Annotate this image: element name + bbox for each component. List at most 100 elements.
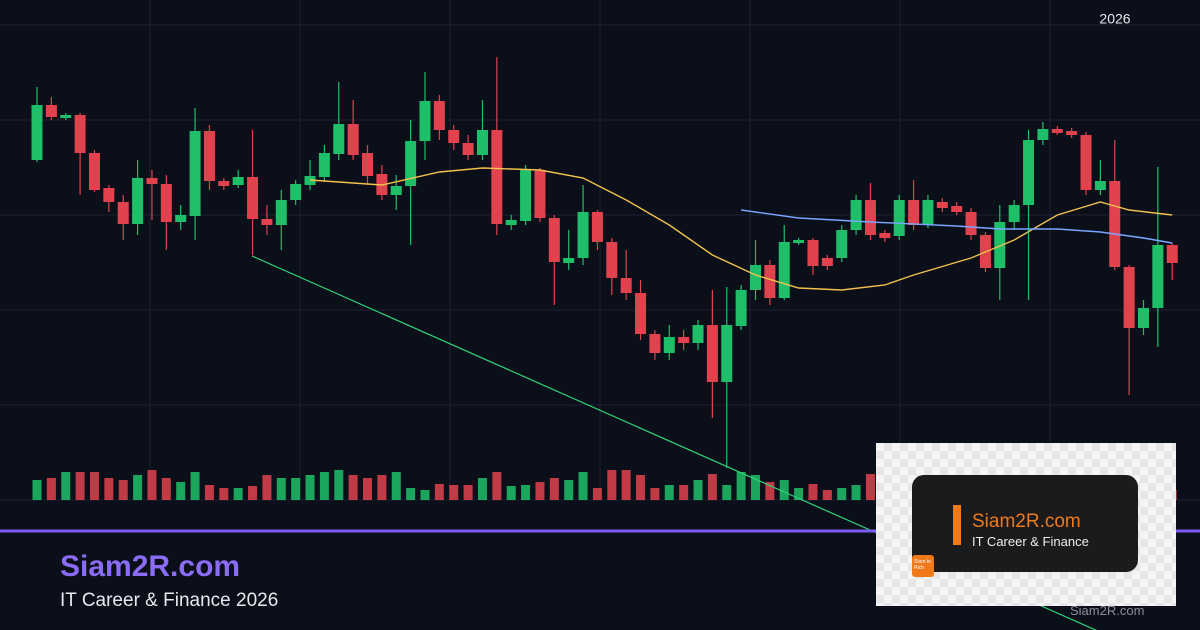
card-tagline: IT Career & Finance: [972, 534, 1089, 549]
volume-bar: [779, 480, 789, 500]
volume-bar: [592, 488, 602, 500]
candle-body: [203, 131, 215, 181]
candle-body: [692, 325, 704, 343]
candle-body: [1037, 129, 1049, 140]
candle-body: [1008, 205, 1020, 222]
candle-body: [778, 242, 790, 298]
candle-body: [793, 240, 805, 243]
volume-bar: [822, 490, 832, 500]
candle-body: [60, 115, 72, 118]
volume-bar: [420, 490, 430, 500]
volume-bar: [133, 475, 143, 500]
moving-average: [741, 209, 1173, 244]
volume-bar: [147, 470, 157, 500]
tagline: IT Career & Finance 2026: [60, 590, 279, 611]
volume-bar: [391, 472, 401, 500]
volume-bar: [650, 488, 660, 500]
volume-bar: [736, 472, 746, 500]
candle-body: [247, 177, 259, 219]
volume-bar: [521, 485, 531, 500]
volume-bar: [32, 480, 42, 500]
volume-bar: [722, 485, 732, 500]
candle-body: [893, 200, 905, 236]
candle-body: [31, 105, 43, 160]
annotation: 2026: [1099, 11, 1130, 27]
candle-body: [433, 101, 445, 130]
candle-body: [951, 206, 963, 212]
badge: Siam to Rich: [912, 555, 934, 577]
candle-body: [462, 143, 474, 155]
volume-bar: [578, 472, 588, 500]
candle-body: [74, 115, 86, 153]
candle-body: [1080, 135, 1092, 190]
candle-body: [45, 105, 57, 117]
candle-body: [879, 233, 891, 238]
volume-bar: [219, 488, 229, 500]
candle-body: [218, 181, 230, 186]
volume-bar: [104, 478, 114, 500]
volume-bar: [176, 482, 186, 500]
volume-bar: [248, 486, 258, 500]
volume-bar: [621, 470, 631, 500]
volume-bar: [865, 474, 875, 500]
candle-body: [88, 153, 100, 190]
candle-body: [577, 212, 589, 258]
volume-bar: [75, 472, 85, 500]
volume-bar: [449, 485, 459, 500]
volume-bar: [664, 485, 674, 500]
volume-bar: [434, 484, 444, 500]
candle-body: [390, 186, 402, 195]
volume-bar: [319, 472, 329, 500]
candle-body: [635, 293, 647, 334]
candle-body: [117, 202, 129, 224]
candle-body: [821, 258, 833, 266]
volume-bar: [492, 472, 502, 500]
candle-body: [491, 130, 503, 224]
candle-body: [347, 124, 359, 155]
watermark: Siam2R.com: [1070, 603, 1145, 618]
candle-body: [548, 218, 560, 262]
candle-body: [606, 242, 618, 278]
candle-body: [620, 278, 632, 293]
card-site: Siam2R.com: [972, 511, 1081, 532]
volume-bar: [190, 472, 200, 500]
candle-body: [448, 130, 460, 143]
candle-body: [505, 220, 517, 225]
volume-bar: [693, 480, 703, 500]
candle-body: [678, 337, 690, 343]
volume-bar: [477, 478, 487, 500]
candle-body: [419, 101, 431, 141]
volume-bar: [679, 485, 689, 500]
site-title: Siam2R.com: [60, 550, 241, 583]
candle-body: [1094, 181, 1106, 190]
volume-bar: [751, 475, 760, 500]
candle-body: [750, 265, 761, 290]
candle-body: [103, 188, 115, 202]
volume-bar: [305, 475, 315, 500]
candle-body: [318, 153, 330, 177]
volume-bar: [765, 482, 775, 500]
candle-body: [850, 200, 862, 230]
card-backdrop: Siam2R.com IT Career & Finance Siam to R…: [876, 443, 1176, 606]
volume-bar: [276, 478, 286, 500]
volume-bar: [262, 475, 272, 500]
candle-body: [290, 184, 302, 200]
volume-bar: [463, 485, 473, 500]
volume-bar: [291, 478, 301, 500]
candle-body: [275, 200, 287, 225]
candle-body: [591, 212, 603, 242]
candle-body: [965, 212, 977, 235]
volume-bar: [161, 478, 171, 500]
candle-body: [1123, 267, 1135, 328]
candle-body: [132, 178, 144, 224]
volume-bar: [794, 488, 804, 500]
volume-bar: [46, 478, 56, 500]
volume-bar: [607, 470, 617, 500]
candle-body: [534, 170, 546, 218]
candle-body: [189, 131, 201, 216]
volume-bar: [636, 475, 646, 500]
volume-bar: [334, 470, 344, 500]
volume-bar: [61, 472, 71, 500]
candle-body: [735, 290, 747, 326]
